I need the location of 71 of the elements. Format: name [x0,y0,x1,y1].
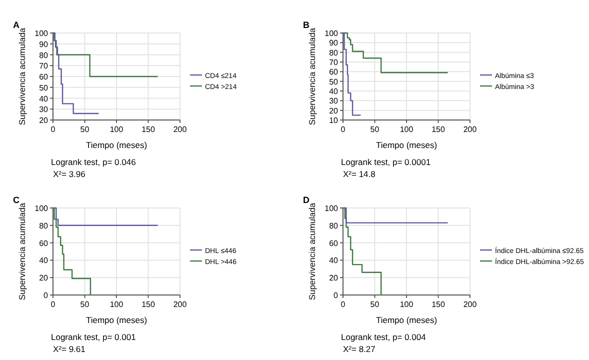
y-tick-label: 20 [39,274,49,283]
y-tick-label: 20 [329,106,339,116]
y-tick-label: 60 [39,72,49,82]
y-tick-label: 40 [39,256,49,266]
y-tick-label: 80 [329,48,339,58]
x-tick-label: 200 [173,300,188,309]
y-tick-label: 70 [39,62,49,71]
x-tick-label: 150 [432,125,446,134]
x-axis-title: Tiempo (meses) [86,140,148,150]
y-tick-label: 80 [39,221,49,230]
y-tick-label: 30 [329,96,339,106]
text: X²= 3.96 [53,169,86,179]
x-tick-label: 100 [110,125,124,134]
y-tick-label: 100 [324,29,339,38]
y-tick-label: 80 [39,50,49,60]
y-tick-label: 100 [324,204,339,213]
y-tick-label: 50 [39,83,49,92]
x-tick-label: 0 [340,125,346,134]
y-axis-title: Supervivencia acumulada [307,202,317,300]
y-tick-label: 20 [39,116,49,125]
x-axis-title: Tiempo (meses) [376,140,438,150]
x-tick-label: 0 [50,125,56,134]
x-axis-title: Tiempo (meses) [86,315,148,325]
y-tick-label: 0 [334,291,339,300]
y-tick-label: 100 [34,29,49,38]
y-tick-label: 20 [329,274,339,283]
y-tick-label: 70 [329,58,339,67]
y-axis-title: Supervivencia acumulada [17,28,27,126]
y-tick-label: 60 [329,68,339,77]
y-tick-label: 30 [39,105,49,114]
x-tick-label: 0 [340,300,346,309]
y-axis-title: Supervivencia acumulada [17,202,27,300]
text: Logrank test, p= 0.004 [341,332,426,342]
y-tick-label: 10 [329,116,339,125]
x-tick-label: 100 [400,125,414,134]
y-tick-label: 80 [329,221,339,230]
y-tick-label: 90 [329,38,339,48]
text: Logrank test, p= 0.0001 [341,157,431,167]
y-tick-label: 60 [329,238,339,248]
text: Logrank test, p= 0.046 [51,157,136,167]
x-tick-label: 100 [110,300,124,309]
text: X²= 14.8 [343,169,376,179]
y-tick-label: 0 [44,291,49,300]
y-axis-title: Supervivencia acumulada [307,28,317,126]
y-tick-label: 90 [39,40,49,49]
x-tick-label: 200 [173,125,188,134]
chart-title: D [303,195,310,205]
text: X²= 9.61 [53,344,86,354]
y-tick-label: 60 [39,238,49,248]
x-tick-label: 50 [80,125,90,134]
chart-title: C [13,195,20,205]
chart-title: A [13,20,20,30]
x-tick-label: 150 [432,300,446,309]
x-tick-label: 150 [142,125,156,134]
x-tick-label: 50 [370,300,380,309]
y-tick-label: 40 [329,256,339,266]
text: X²= 8.27 [343,344,376,354]
y-tick-label: 100 [34,204,49,213]
x-tick-label: 100 [400,300,414,309]
x-tick-label: 50 [370,125,380,134]
x-tick-label: 150 [142,300,156,309]
y-tick-label: 40 [329,87,339,96]
y-tick-label: 50 [329,77,339,86]
x-tick-label: 200 [463,125,478,134]
y-tick-label: 40 [39,94,49,104]
chart-title: B [303,20,310,30]
x-tick-label: 50 [80,300,90,309]
x-tick-label: 0 [50,300,56,309]
x-axis-title: Tiempo (meses) [376,315,438,325]
text: Logrank test, p= 0.001 [51,332,136,342]
x-tick-label: 200 [463,300,478,309]
